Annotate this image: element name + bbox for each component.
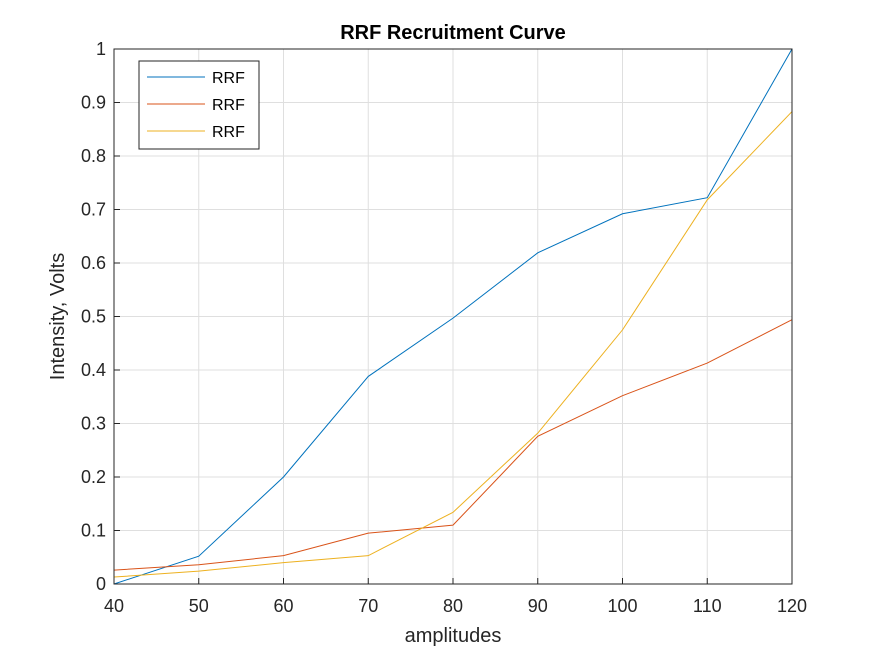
- x-tick-label: 120: [777, 596, 807, 616]
- grid: [113, 48, 793, 585]
- series-line-2: [113, 319, 793, 571]
- y-tick-label: 1: [96, 39, 106, 59]
- y-tick-label: 0.5: [81, 307, 106, 327]
- y-tick-label: 0.8: [81, 146, 106, 166]
- x-axis-title: amplitudes: [405, 625, 502, 647]
- x-tick-label: 100: [607, 596, 637, 616]
- y-tick-label: 0.6: [81, 253, 106, 273]
- ticks: 40 50 60 70 80 90 100 110 120 0 0.1 0.2 0.3 0.4 0.5 0.6…: [81, 39, 807, 616]
- y-axis-title: Intensity, Volts: [47, 253, 69, 380]
- series-line-3: [113, 111, 793, 578]
- series-line-1: [113, 48, 793, 585]
- y-tick-label: 0: [96, 574, 106, 594]
- x-tick-label: 80: [443, 596, 463, 616]
- x-tick-label: 50: [189, 596, 209, 616]
- legend-label: RRF: [212, 97, 245, 114]
- chart-title: RRF Recruitment Curve: [340, 22, 566, 44]
- x-tick-label: 70: [358, 596, 378, 616]
- y-tick-label: 0.3: [81, 414, 106, 434]
- y-tick-label: 0.7: [81, 200, 106, 220]
- legend: RRF RRF RRF: [138, 60, 260, 150]
- x-tick-label: 60: [273, 596, 293, 616]
- legend-box: [138, 60, 260, 150]
- x-tick-label: 110: [693, 596, 722, 616]
- y-tick-label: 0.1: [81, 521, 106, 541]
- y-tick-label: 0.2: [81, 467, 106, 487]
- legend-label: RRF: [212, 124, 245, 141]
- x-tick-label: 40: [104, 596, 124, 616]
- x-tick-label: 90: [528, 596, 548, 616]
- legend-label: RRF: [212, 70, 245, 87]
- series-group: [113, 48, 793, 585]
- y-tick-label: 0.9: [81, 93, 106, 113]
- y-tick-label: 0.4: [81, 360, 106, 380]
